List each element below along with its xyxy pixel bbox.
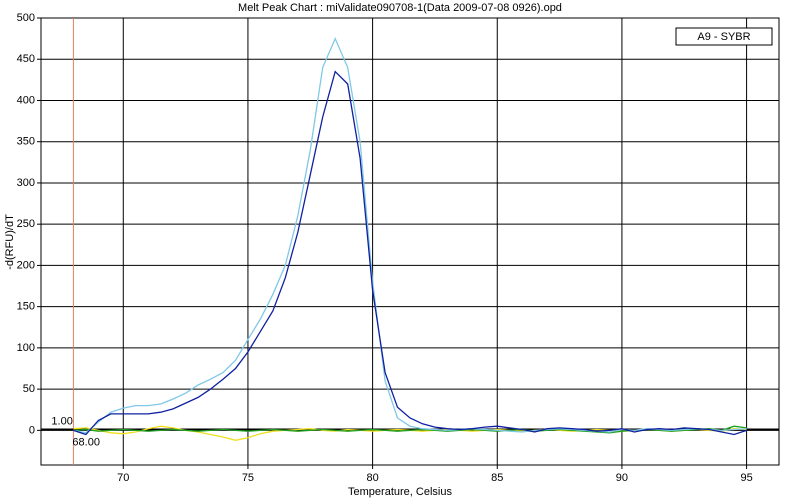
y-tick-label: 100 <box>17 342 35 354</box>
x-tick-label: 95 <box>740 472 752 484</box>
x-tick-label: 75 <box>242 472 254 484</box>
x-tick-label: 90 <box>616 472 628 484</box>
y-tick-label: 400 <box>17 94 35 106</box>
plot-area <box>40 17 780 466</box>
marker-label: 68.00 <box>72 436 100 448</box>
legend-box <box>675 27 773 46</box>
x-tick-label: 70 <box>117 472 129 484</box>
y-tick-label: 200 <box>17 259 35 271</box>
y-tick-label: 300 <box>17 177 35 189</box>
y-tick-label: 500 <box>17 12 35 24</box>
y-tick-label: 450 <box>17 53 35 65</box>
threshold-label: 1.00 <box>51 415 72 427</box>
y-tick-label: 50 <box>23 383 35 395</box>
series-line <box>73 36 747 434</box>
chart-title: Melt Peak Chart : miValidate090708-1(Dat… <box>238 2 562 14</box>
y-tick-label: 150 <box>17 301 35 313</box>
series-line <box>73 70 747 436</box>
y-tick-label: 0 <box>29 424 35 436</box>
y-axis-label: -d(RFU)/dT <box>4 214 16 270</box>
legend-label: A9 - SYBR <box>697 31 750 43</box>
y-tick-label: 250 <box>17 218 35 230</box>
x-tick-label: 85 <box>491 472 503 484</box>
x-axis-label: Temperature, Celsius <box>348 486 452 498</box>
y-tick-label: 350 <box>17 136 35 148</box>
x-tick-label: 80 <box>366 472 378 484</box>
